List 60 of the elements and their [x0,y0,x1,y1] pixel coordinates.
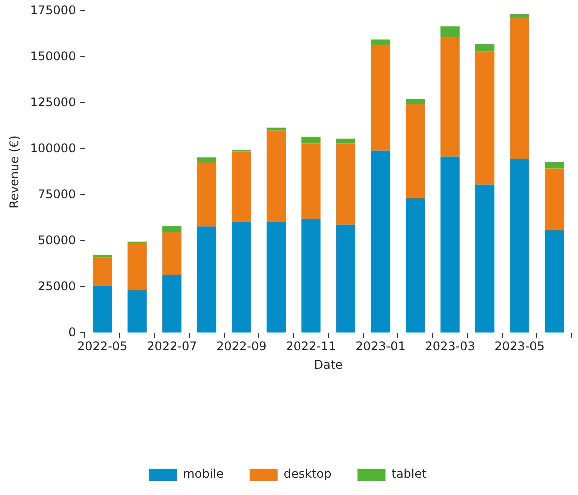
legend-label: tablet [392,467,428,482]
bar [406,104,426,199]
x-tick-label: 2022-07 [147,340,198,354]
x-axis-title: Date [314,358,343,372]
bar [510,18,530,160]
bar [371,45,390,151]
bar [197,162,216,227]
y-tick-label: 175000 [30,3,76,18]
bar [545,162,564,169]
legend-label: mobile [183,467,224,482]
x-tick-label: 2023-01 [356,340,406,354]
bar [302,137,321,144]
bar [336,138,356,144]
bar [406,198,426,333]
bar [93,286,112,333]
y-tick-label: 50000 [38,233,76,248]
y-tick-label: 125000 [30,95,76,110]
bar [440,36,460,157]
x-tick-label: 2022-11 [286,340,336,354]
bar [197,226,216,333]
bar [406,99,426,104]
bar [371,40,390,46]
y-tick-label: 25000 [38,279,76,294]
bar [128,290,147,333]
bar [510,14,530,18]
y-tick-label: 100000 [30,141,76,156]
bar [232,222,252,333]
bar [545,230,564,333]
bar [510,159,530,333]
y-axis-title: Revenue (€) [7,136,22,209]
bar [476,44,495,52]
bar [162,232,182,276]
x-tick-label: 2022-09 [216,340,267,354]
bar [162,226,182,232]
bar [302,144,321,220]
bar [440,26,460,37]
y-tick-label: 0 [68,325,76,340]
bar [162,275,182,333]
bar [476,184,495,333]
bar [371,150,390,333]
x-tick-label: 2022-05 [78,340,128,354]
bar [266,130,286,222]
y-tick-label: 75000 [38,187,76,202]
y-tick-label: 150000 [30,49,76,64]
bar [93,255,112,258]
legend-label: desktop [284,467,332,482]
bar [232,152,252,222]
x-tick-label: 2023-05 [494,340,545,354]
bar [93,258,112,286]
bar [440,156,460,333]
bar [266,222,286,333]
x-tick-label: 2023-03 [425,340,476,354]
bar [302,219,321,333]
bar [336,144,356,225]
bar [336,224,356,333]
bar [266,128,286,131]
bar [128,243,147,290]
bar [476,52,495,185]
bar [197,158,216,162]
bar [545,168,564,230]
